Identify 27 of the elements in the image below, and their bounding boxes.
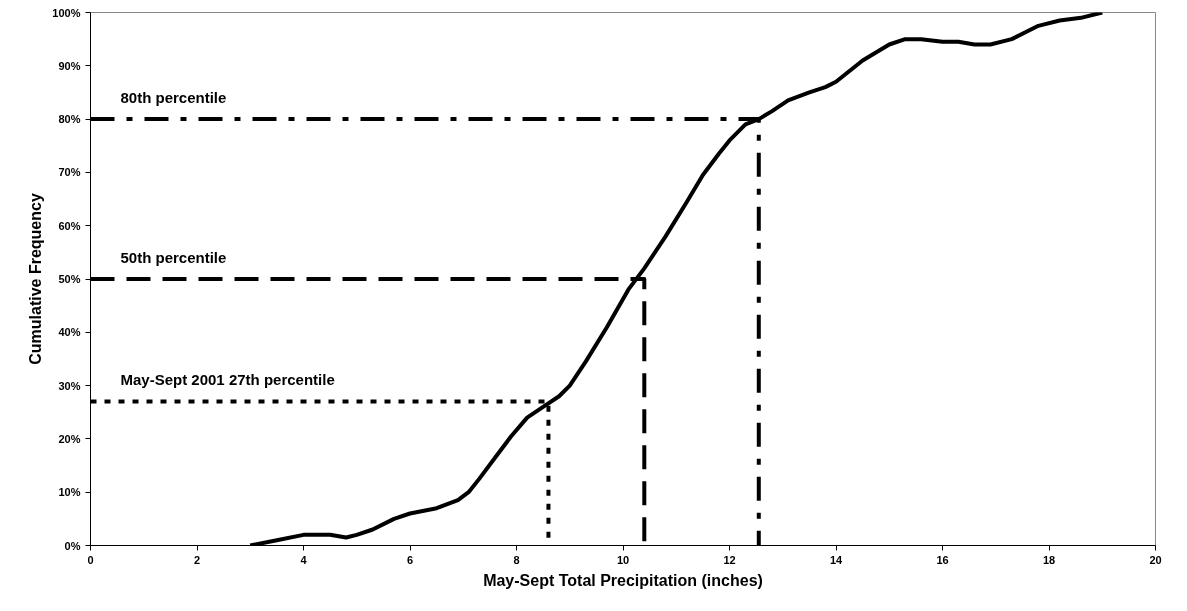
y-tick-label: 60%	[58, 219, 81, 232]
y-tick-label: 100%	[52, 6, 81, 19]
y-tick-label: 90%	[58, 59, 81, 72]
y-tick-label: 80%	[58, 113, 81, 126]
x-tick-label: 0	[87, 553, 94, 566]
y-tick-label: 50%	[58, 273, 81, 285]
x-tick-label: 8	[513, 553, 520, 566]
x-tick-label: 20	[1149, 553, 1162, 566]
y-tick-label: 30%	[58, 379, 81, 392]
y-tick-label: 20%	[58, 432, 81, 445]
x-tick-label: 16	[936, 553, 949, 566]
x-tick-label: 12	[723, 553, 736, 566]
series-label: 50th percentile	[120, 248, 227, 266]
x-tick-label: 4	[300, 553, 308, 566]
y-axis-title: Cumulative Frequency	[27, 193, 45, 365]
series-label: May-Sept 2001 27th percentile	[120, 371, 335, 389]
y-tick-label: 10%	[58, 486, 81, 499]
x-tick-label: 6	[406, 553, 414, 566]
x-axis-title: May-Sept Total Precipitation (inches)	[483, 571, 763, 589]
x-tick-label: 18	[1042, 553, 1056, 566]
y-tick-label: 0%	[64, 539, 81, 552]
x-tick-label: 14	[829, 553, 843, 566]
series-label: 80th percentile	[120, 88, 227, 106]
x-tick-label: 2	[193, 553, 201, 566]
y-tick-label: 40%	[58, 326, 81, 339]
y-tick-label: 70%	[58, 166, 81, 179]
x-tick-label: 10	[616, 553, 630, 566]
